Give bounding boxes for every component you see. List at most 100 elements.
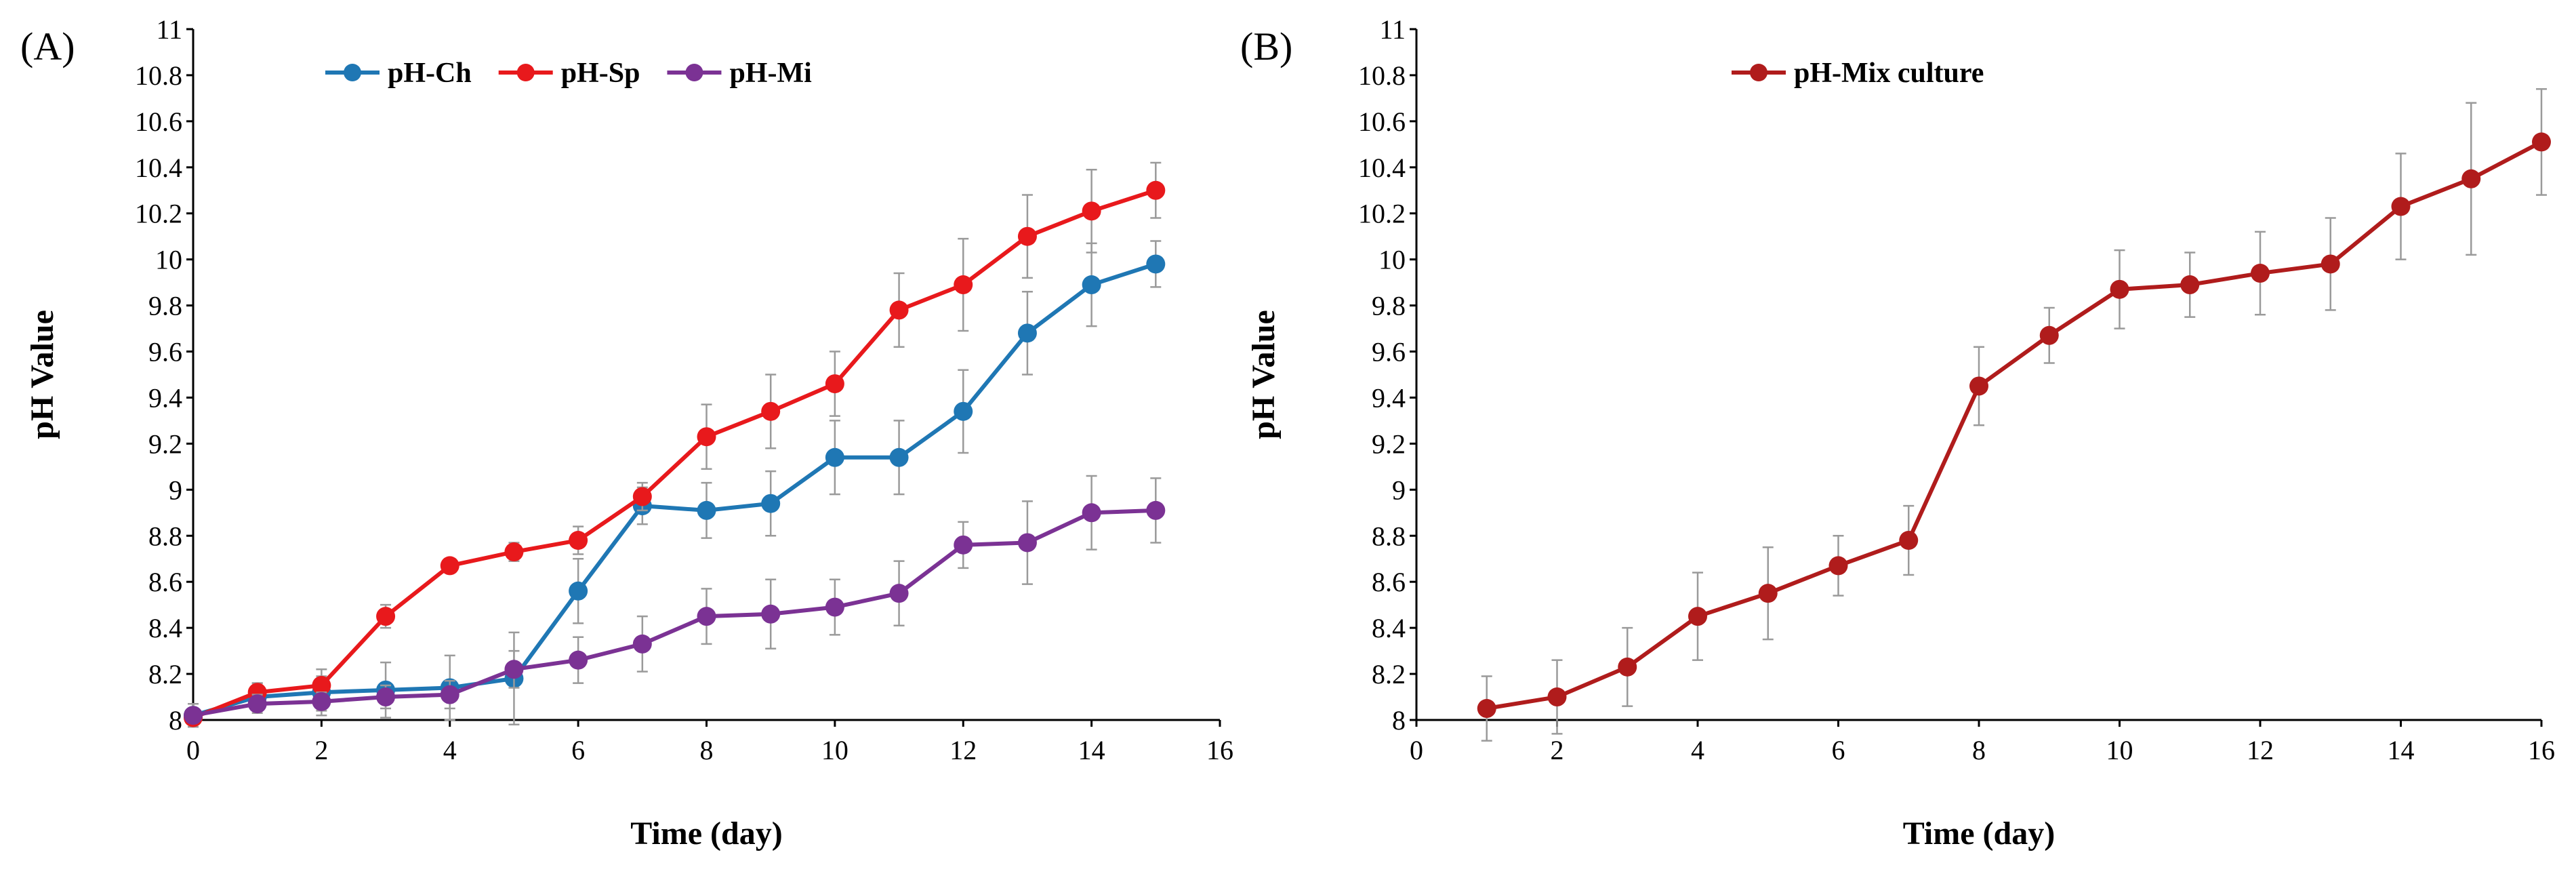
data-point — [569, 531, 588, 550]
data-point — [569, 650, 588, 670]
data-point — [632, 487, 652, 506]
y-tick-label: 9.6 — [148, 337, 182, 367]
x-axis-title: Time (day) — [1903, 816, 2055, 851]
data-point — [889, 300, 909, 320]
y-tick-label: 9.8 — [1372, 291, 1406, 321]
data-point — [697, 607, 716, 626]
data-point — [2180, 275, 2200, 295]
y-tick-label: 10.4 — [1358, 153, 1406, 183]
data-point — [825, 447, 844, 467]
data-point — [825, 597, 844, 617]
data-point — [1969, 376, 1988, 396]
y-tick-label: 11 — [1379, 14, 1406, 45]
data-point — [312, 691, 331, 711]
data-point — [1082, 275, 1101, 295]
y-tick-label: 9.2 — [1372, 428, 1406, 459]
y-tick-label: 10 — [155, 245, 182, 275]
data-point — [1547, 687, 1567, 707]
legend-entry: pH-Ch — [325, 58, 472, 89]
data-point — [1017, 226, 1037, 246]
x-tick-label: 4 — [1691, 735, 1704, 765]
series-ph-sp — [184, 161, 1166, 727]
data-point — [1899, 531, 1919, 550]
data-point — [889, 447, 909, 467]
data-point — [504, 542, 524, 562]
x-tick-label: 12 — [949, 735, 977, 765]
data-point — [889, 584, 909, 603]
y-tick-label: 10.8 — [135, 60, 182, 91]
series-line — [192, 508, 1156, 718]
legend-label: pH-Sp — [561, 58, 640, 89]
x-tick-label: 14 — [1078, 735, 1105, 765]
data-point — [376, 687, 396, 707]
data-point — [2039, 325, 2059, 345]
y-tick-label: 8.6 — [1372, 567, 1406, 597]
data-point — [440, 685, 459, 704]
legend-label: pH-Mi — [729, 58, 812, 89]
x-tick-label: 4 — [443, 735, 457, 765]
data-point — [1688, 607, 1707, 626]
data-point — [2391, 197, 2411, 216]
y-tick-label: 10.8 — [1358, 60, 1406, 91]
x-tick-label: 12 — [2247, 735, 2274, 765]
x-tick-label: 10 — [821, 735, 849, 765]
legend-marker — [1750, 64, 1767, 81]
data-point — [697, 500, 716, 520]
data-point — [1828, 556, 1848, 576]
data-point — [376, 607, 396, 626]
y-tick-label: 9.4 — [1372, 382, 1406, 413]
y-tick-label: 9.2 — [148, 428, 182, 459]
y-tick-label: 8.2 — [1372, 659, 1406, 689]
series-ph-mix-culture — [1477, 88, 2551, 742]
y-tick-label: 8.4 — [148, 613, 182, 643]
data-point — [697, 427, 716, 447]
data-point — [1017, 533, 1037, 553]
panel-b: 8 8.2 8.4 8.6 8.8 9 9.2 9.4 9.6 9.8 10 10.2 10.4 10.6… — [1240, 14, 2555, 851]
x-tick-label: 8 — [1972, 735, 1986, 765]
data-point — [2110, 279, 2129, 299]
y-tick-label: 9.4 — [148, 382, 182, 413]
y-tick-label: 8.2 — [148, 659, 182, 689]
data-point — [504, 660, 524, 679]
data-point — [1618, 657, 1637, 677]
data-point — [761, 604, 781, 624]
data-point — [440, 556, 459, 576]
legend-label: pH-Ch — [388, 58, 472, 89]
y-tick-label: 8 — [1392, 705, 1406, 736]
x-tick-label: 14 — [2388, 735, 2415, 765]
series-line — [192, 262, 1157, 718]
y-tick-label: 8.6 — [148, 567, 182, 597]
y-tick-label: 8 — [169, 705, 182, 736]
y-tick-label: 9.6 — [1372, 337, 1406, 367]
panel-label: (A) — [20, 24, 75, 68]
x-tick-label: 0 — [1410, 735, 1423, 765]
data-point — [2461, 169, 2481, 188]
series-line — [192, 188, 1157, 720]
legend-entry: pH-Sp — [498, 58, 640, 89]
data-point — [312, 676, 331, 696]
data-point — [2251, 264, 2270, 283]
data-point — [761, 494, 781, 513]
y-tick-label: 11 — [156, 14, 182, 45]
x-tick-label: 8 — [700, 735, 714, 765]
legend-entry: pH-Mix culture — [1732, 58, 1984, 89]
data-point — [184, 706, 203, 725]
y-tick-label: 10.4 — [135, 153, 182, 183]
data-point — [1146, 500, 1166, 520]
x-tick-label: 16 — [2528, 735, 2555, 765]
x-tick-label: 0 — [186, 735, 200, 765]
data-point — [1082, 503, 1101, 523]
y-tick-label: 10.6 — [135, 106, 182, 137]
data-point — [761, 401, 781, 421]
panel-a: 8 8.2 8.4 8.6 8.8 9 9.2 9.4 9.6 9.8 10 10.2 10.4 10.6… — [20, 14, 1233, 851]
data-point — [954, 401, 973, 421]
data-point — [2532, 132, 2551, 152]
data-point — [1758, 584, 1778, 603]
x-tick-label: 6 — [1832, 735, 1845, 765]
panel-label: (B) — [1240, 24, 1292, 68]
y-tick-label: 10.2 — [135, 199, 182, 229]
data-point — [954, 275, 973, 295]
y-tick-label: 8.4 — [1372, 613, 1406, 643]
y-tick-label: 9.8 — [148, 291, 182, 321]
series-ph-mi — [184, 475, 1166, 725]
